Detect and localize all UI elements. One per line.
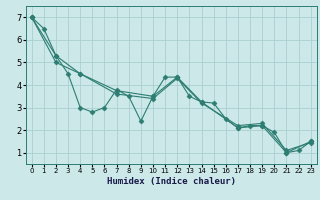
X-axis label: Humidex (Indice chaleur): Humidex (Indice chaleur) [107, 177, 236, 186]
